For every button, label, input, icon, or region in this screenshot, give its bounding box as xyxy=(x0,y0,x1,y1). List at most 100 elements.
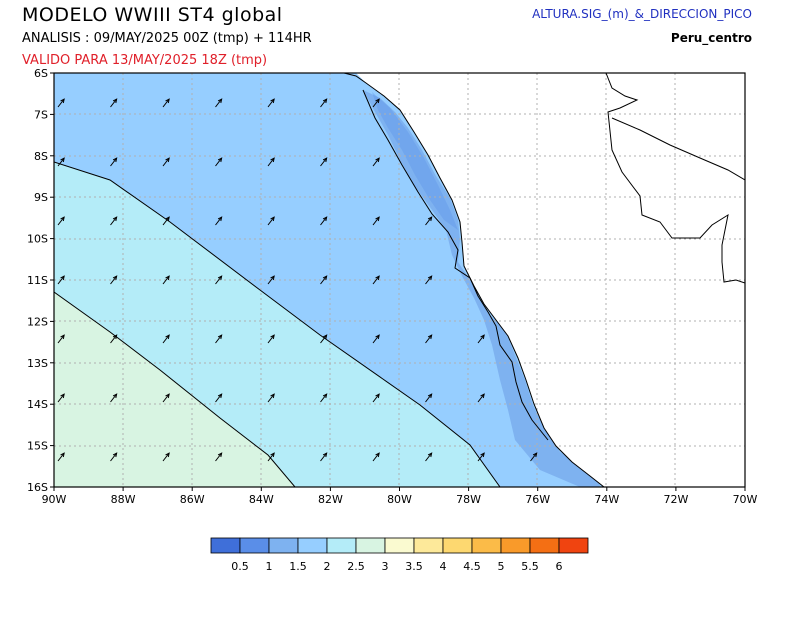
legend-label: 2.5 xyxy=(347,560,365,573)
legend-swatch xyxy=(239,537,270,554)
wave-direction-arrow xyxy=(110,334,118,344)
color-legend: 0.5 1 1.5 2 2.5 3 3.5 4 4.5 5 5.5 6 xyxy=(210,537,589,573)
lon-tick-label: 80W xyxy=(387,493,412,506)
wave-direction-arrow xyxy=(425,275,433,285)
wave-direction-arrow xyxy=(267,334,275,344)
legend-swatch xyxy=(413,537,444,554)
map-title: MODELO WWIII ST4 global xyxy=(22,4,283,26)
legend-label: 5 xyxy=(498,560,505,573)
lon-tick-label: 74W xyxy=(594,493,619,506)
wave-direction-arrow xyxy=(110,216,118,226)
legend-swatch xyxy=(355,537,386,554)
wave-direction-arrow xyxy=(215,452,223,462)
legend-swatch xyxy=(384,537,415,554)
lat-tick-label: 15S xyxy=(27,440,48,453)
legend-swatch xyxy=(529,537,560,554)
wave-direction-arrow xyxy=(425,452,433,462)
wave-direction-arrow xyxy=(162,334,170,344)
wave-direction-arrow xyxy=(215,393,223,403)
wave-direction-arrow xyxy=(267,393,275,403)
wave-direction-arrow xyxy=(267,157,275,167)
wave-direction-arrow xyxy=(530,452,538,462)
grid-lines xyxy=(54,73,745,487)
wave-direction-arrow xyxy=(110,157,118,167)
legend-label: 4 xyxy=(440,560,447,573)
wave-direction-arrow xyxy=(110,452,118,462)
wave-direction-arrow xyxy=(477,334,485,344)
wave-direction-arrow xyxy=(267,275,275,285)
wave-direction-arrow xyxy=(110,393,118,403)
wave-direction-arrow xyxy=(162,157,170,167)
wave-direction-arrow xyxy=(425,334,433,344)
legend-label: 1.5 xyxy=(289,560,307,573)
latitude-labels: 6S 7S 8S 9S 10S 11S 12S 13S 14S 15S 16S xyxy=(27,67,54,494)
wave-direction-arrow xyxy=(425,216,433,226)
wave-direction-arrow xyxy=(215,98,223,108)
wave-direction-arrow xyxy=(57,334,65,344)
analysis-time: ANALISIS : 09/MAY/2025 00Z (tmp) + 114HR xyxy=(22,31,312,46)
wave-direction-arrow xyxy=(267,98,275,108)
sea-band-1-1p5-inner xyxy=(372,92,458,230)
wave-direction-arrow xyxy=(162,98,170,108)
lat-tick-label: 10S xyxy=(27,233,48,246)
legend-label: 3 xyxy=(382,560,389,573)
lat-tick-label: 9S xyxy=(34,191,48,204)
lon-tick-label: 86W xyxy=(180,493,205,506)
wave-direction-arrow xyxy=(320,157,328,167)
legend-label: 5.5 xyxy=(521,560,539,573)
legend-swatch xyxy=(297,537,328,554)
legend-swatch xyxy=(442,537,473,554)
legend-label: 4.5 xyxy=(463,560,481,573)
legend-swatch xyxy=(558,537,589,554)
lon-tick-label: 78W xyxy=(456,493,481,506)
lat-tick-label: 13S xyxy=(27,357,48,370)
wave-direction-arrow xyxy=(372,393,380,403)
lat-tick-label: 11S xyxy=(27,274,48,287)
wave-direction-arrow xyxy=(162,393,170,403)
lat-tick-label: 16S xyxy=(27,481,48,494)
lat-tick-label: 14S xyxy=(27,398,48,411)
wave-direction-arrow xyxy=(320,275,328,285)
wave-direction-arrow xyxy=(57,275,65,285)
wave-direction-arrow xyxy=(162,275,170,285)
lon-tick-label: 72W xyxy=(663,493,688,506)
border-brazil xyxy=(611,117,745,181)
legend-label: 1 xyxy=(266,560,273,573)
wave-direction-arrow xyxy=(215,157,223,167)
legend-label: 6 xyxy=(556,560,563,573)
legend-swatch xyxy=(268,537,299,554)
wave-direction-arrow xyxy=(215,334,223,344)
wave-direction-arrow xyxy=(57,393,65,403)
wave-direction-arrow xyxy=(162,216,170,226)
lon-tick-label: 84W xyxy=(249,493,274,506)
legend-swatch xyxy=(326,537,357,554)
legend-label: 2 xyxy=(324,560,331,573)
wave-direction-arrow xyxy=(320,216,328,226)
wave-direction-arrow xyxy=(372,157,380,167)
wave-direction-arrow xyxy=(57,216,65,226)
lat-tick-label: 12S xyxy=(27,315,48,328)
wave-direction-arrow xyxy=(267,452,275,462)
wave-direction-arrow xyxy=(477,452,485,462)
wave-direction-arrow xyxy=(372,98,380,108)
contour-2m xyxy=(54,161,501,487)
wave-direction-arrow xyxy=(215,216,223,226)
lat-tick-label: 8S xyxy=(34,150,48,163)
longitude-labels: 90W 88W 86W 84W 82W 80W 78W 76W 74W 72W 70W xyxy=(42,487,758,506)
wave-direction-arrow xyxy=(372,452,380,462)
wave-direction-arrow xyxy=(372,334,380,344)
contour-2p5m xyxy=(54,291,296,487)
wave-direction-arrow xyxy=(425,393,433,403)
lat-tick-label: 7S xyxy=(34,108,48,121)
wave-direction-arrow xyxy=(320,334,328,344)
wave-direction-arrow xyxy=(477,393,485,403)
wave-direction-arrow xyxy=(57,452,65,462)
lon-tick-label: 70W xyxy=(733,493,758,506)
legend-label: 0.5 xyxy=(231,560,249,573)
valid-time: VALIDO PARA 13/MAY/2025 18Z (tmp) xyxy=(22,53,268,68)
lon-tick-label: 82W xyxy=(318,493,343,506)
lon-tick-label: 88W xyxy=(111,493,136,506)
wave-direction-arrow xyxy=(372,275,380,285)
lon-tick-label: 90W xyxy=(42,493,67,506)
wave-direction-arrows xyxy=(57,98,538,462)
